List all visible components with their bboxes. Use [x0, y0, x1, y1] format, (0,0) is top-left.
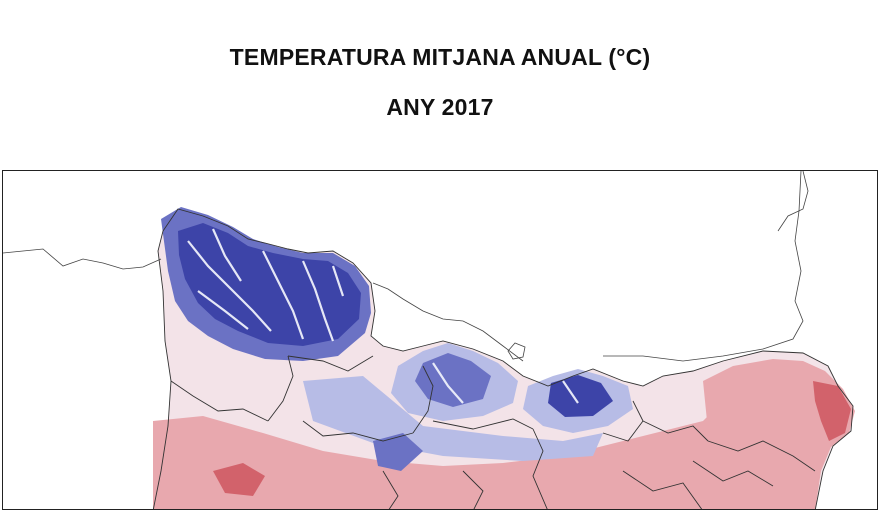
temperature-map — [3, 171, 855, 509]
map-title: TEMPERATURA MITJANA ANUAL (°C) — [229, 44, 651, 70]
warmest-patch-east — [813, 381, 851, 441]
map-frame — [2, 170, 878, 510]
cold-valley-patch — [373, 433, 423, 471]
comarca-boundaries — [152, 208, 854, 509]
valley-streaks — [187, 228, 579, 404]
coldest-zone-pyrenees-east — [548, 375, 613, 417]
map-subtitle: ANY 2017 — [386, 94, 494, 120]
warmest-patch-west — [213, 463, 265, 496]
warm-zone-south — [153, 401, 743, 509]
neighbour-boundaries — [3, 171, 809, 362]
